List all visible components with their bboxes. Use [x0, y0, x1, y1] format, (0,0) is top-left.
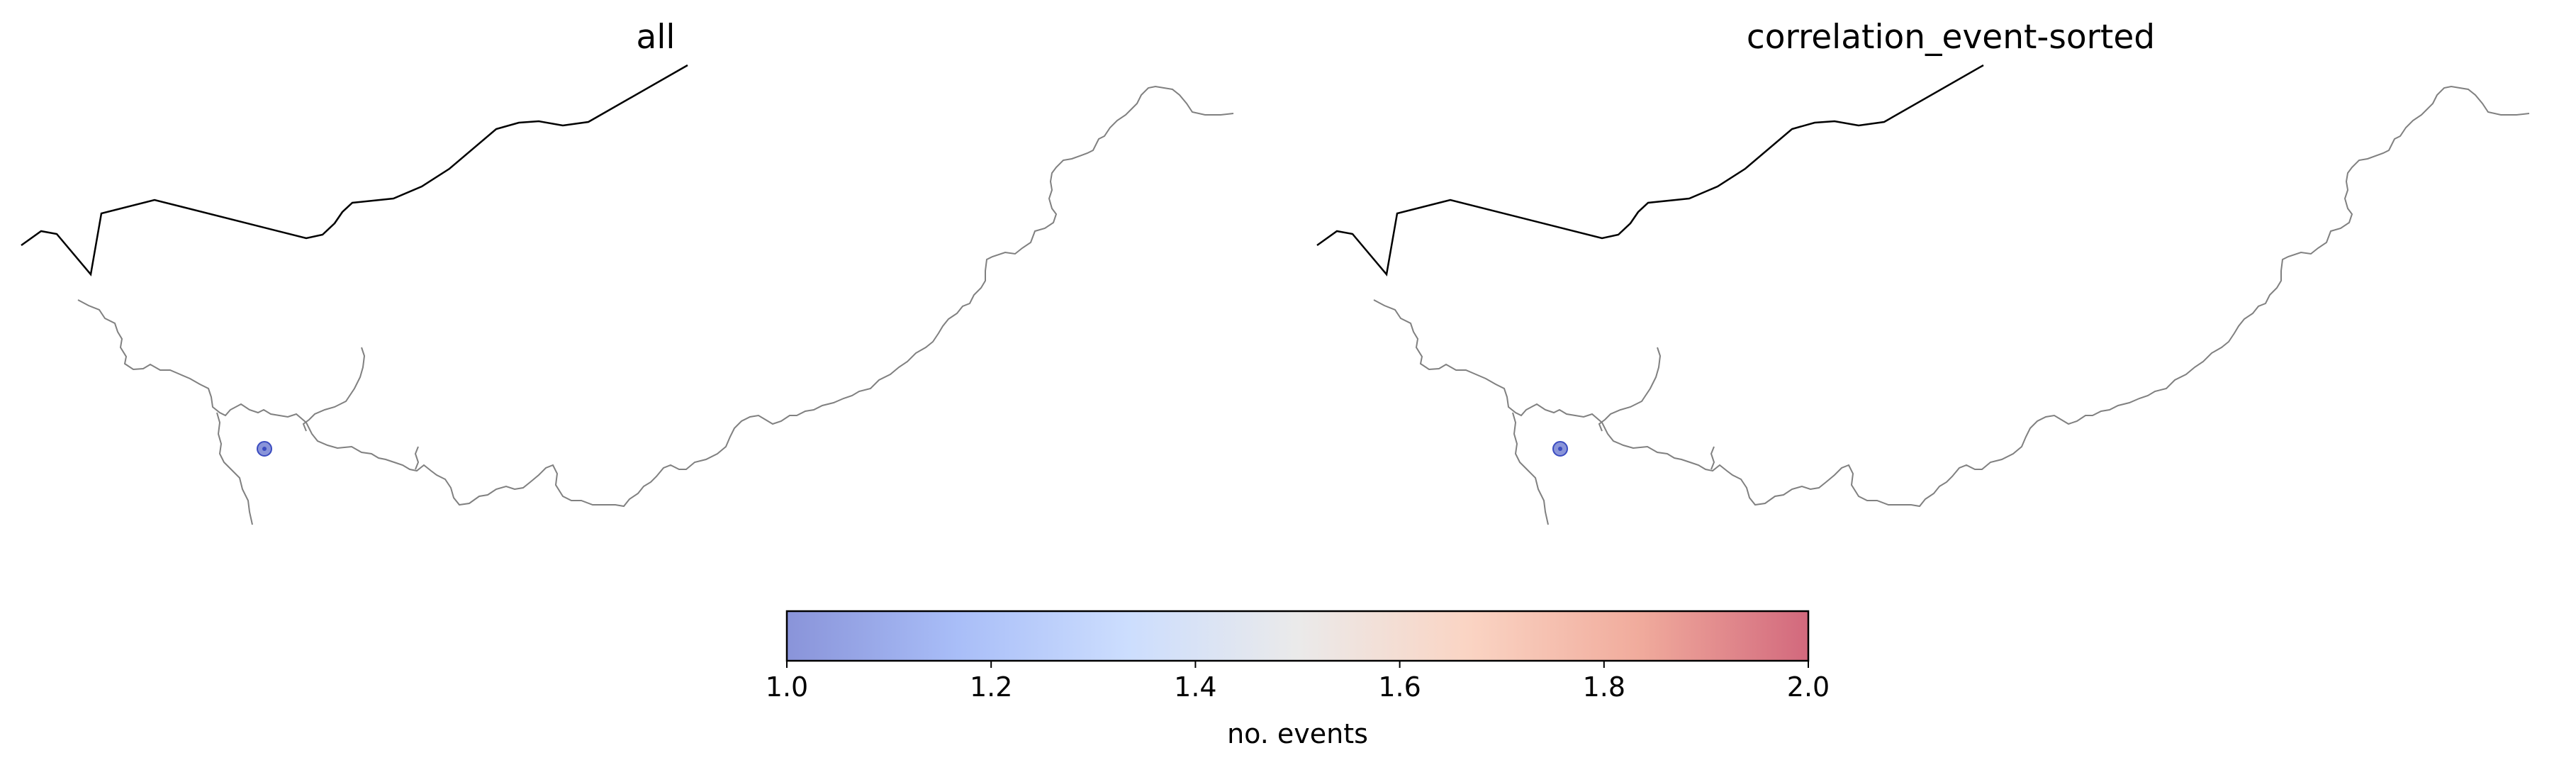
river-line: [77, 85, 1234, 508]
colorbar-ticks: 1.0 1.2 1.4 1.6 1.8 2.0: [766, 661, 1830, 703]
colorbar-tick-label: 2.0: [1787, 671, 1830, 703]
river-tributary-line: [1598, 347, 1662, 432]
map-panel-correlation-event-sorted: correlation_event-sorted: [1316, 18, 2530, 525]
colorbar-tick-label: 1.2: [970, 671, 1012, 703]
colorbar-tick-label: 1.8: [1583, 671, 1625, 703]
panel-title: correlation_event-sorted: [1747, 18, 2155, 57]
colorbar-tick-label: 1.0: [766, 671, 808, 703]
colorbar-gradient: [785, 610, 1810, 662]
river-east-branch-line: [414, 446, 420, 470]
river-south-branch-line: [216, 412, 253, 525]
event-point-center: [262, 447, 267, 451]
panel-title: all: [637, 18, 676, 57]
colorbar-tick-label: 1.4: [1174, 671, 1216, 703]
river-line: [1373, 85, 2530, 508]
river-east-branch-line: [1710, 446, 1715, 470]
event-point-center: [1558, 447, 1562, 451]
colorbar-label: no. events: [1227, 718, 1368, 749]
river-tributary-line: [302, 347, 366, 432]
map-panel-all: all: [21, 18, 1234, 525]
colorbar-tick-label: 1.6: [1378, 671, 1421, 703]
colorbar: 1.0 1.2 1.4 1.6 1.8 2.0 no. events: [766, 610, 1830, 749]
country-border-line: [21, 64, 688, 277]
country-border-line: [1316, 64, 1984, 277]
river-south-branch-line: [1512, 412, 1549, 525]
